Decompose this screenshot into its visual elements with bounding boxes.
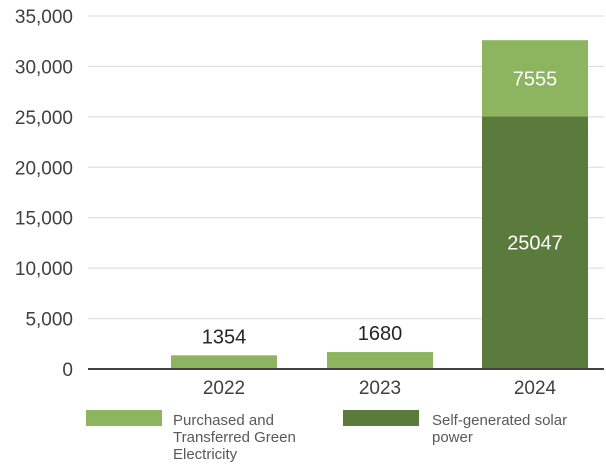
x-category-label: 2024 (514, 378, 557, 399)
bar-segment (327, 352, 433, 369)
y-tick-label: 0 (62, 360, 73, 381)
legend-swatch (86, 410, 162, 426)
x-axis-categories: 2022 2023 2024 (203, 378, 557, 399)
y-tick-label: 15,000 (15, 209, 73, 230)
legend-swatch (343, 410, 419, 426)
y-tick-label: 30,000 (15, 57, 73, 78)
legend-label: Electricity (173, 446, 238, 463)
legend-label: Transferred Green (173, 429, 296, 446)
y-tick-label: 35,000 (15, 7, 73, 28)
y-tick-label: 25,000 (15, 108, 73, 129)
y-axis-ticks: 0 5,000 10,000 15,000 20,000 25,000 30,000 35,0… (15, 7, 73, 381)
data-label: 1354 (202, 326, 247, 348)
data-label: 1680 (358, 323, 403, 345)
bar-segment (171, 355, 277, 369)
bar-segment (482, 116, 588, 369)
gridlines (88, 15, 604, 320)
y-tick-label: 20,000 (15, 158, 73, 179)
x-category-label: 2022 (203, 378, 245, 399)
data-label: 7555 (513, 68, 558, 90)
x-category-label: 2023 (359, 378, 401, 399)
data-label: 25047 (507, 233, 563, 255)
data-labels: 1354 1680 25047 7555 (202, 68, 563, 348)
legend-label: Purchased and (173, 412, 274, 429)
y-tick-label: 5,000 (25, 310, 73, 331)
bars (171, 40, 588, 369)
legend-label: power (432, 429, 473, 446)
bar-segment (482, 40, 588, 117)
legend-label: Self-generated solar (432, 412, 567, 429)
y-tick-label: 10,000 (15, 259, 73, 280)
